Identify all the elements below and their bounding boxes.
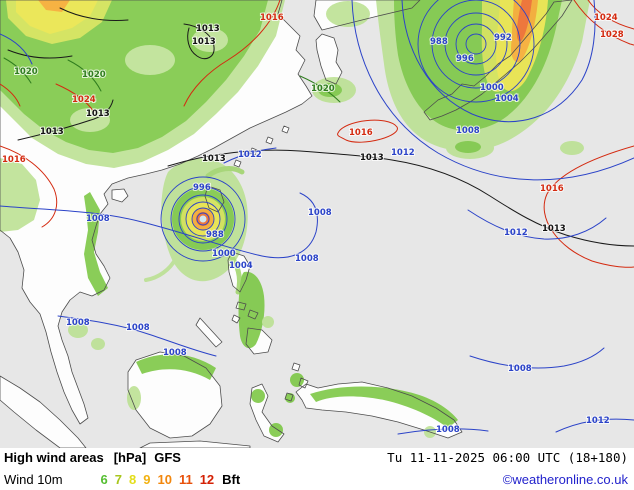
- pressure-label: 1013: [86, 109, 110, 119]
- bft-value-10: 10: [157, 472, 172, 487]
- pressure-label: 1008: [295, 254, 319, 264]
- pressure-label: 1012: [586, 416, 610, 426]
- pressure-label: 1008: [66, 318, 90, 328]
- pressure-label: 1008: [436, 425, 460, 435]
- pressure-label: 1016: [2, 155, 26, 165]
- model-label: GFS: [154, 450, 181, 465]
- timestamp: Tu 11-11-2025 06:00 UTC (18+180): [387, 450, 628, 465]
- wind-shading-layer: [0, 0, 590, 438]
- pressure-label: 1008: [508, 364, 532, 374]
- typhoon-pacific-rings: [417, 0, 535, 103]
- pressure-label: 1024: [72, 95, 96, 105]
- pressure-label: 1020: [82, 70, 106, 80]
- pressure-label: 1020: [311, 84, 335, 94]
- pressure-label: 988: [430, 37, 448, 47]
- pressure-label: 996: [456, 54, 474, 64]
- bft-value-12: 12: [199, 472, 215, 487]
- pressure-label: 1000: [480, 83, 504, 93]
- pressure-label: 1016: [349, 128, 373, 138]
- footer-right: Tu 11-11-2025 06:00 UTC (18+180) ©weathe…: [387, 450, 628, 490]
- map-area: 1013 1013 1013 1013 1013 1013 1013 1016 1016 1016…: [0, 0, 634, 448]
- map-svg: 1013 1013 1013 1013 1013 1013 1013 1016 1016 1016…: [0, 0, 634, 448]
- pressure-label: 988: [206, 230, 224, 240]
- pressure-label: 1013: [360, 153, 384, 163]
- map-footer: High wind areas [hPa] GFS Wind 10m 6 7 8 9 10 1…: [0, 448, 634, 490]
- bft-unit-label: Bft: [222, 472, 241, 487]
- pressure-label: 1008: [163, 348, 187, 358]
- legend-row: Wind 10m 6 7 8 9 10 11 12 Bft: [4, 472, 240, 487]
- bft-legend: 6 7 8 9 10 11 12: [101, 472, 215, 487]
- pressure-label: 1013: [202, 154, 226, 164]
- typhoon-taiwan-rings: [160, 176, 246, 262]
- pressure-label: 1013: [40, 127, 64, 137]
- map-title: High wind areas: [4, 450, 104, 465]
- bft-value-6: 6: [100, 472, 108, 487]
- isobar-layer: [0, 0, 634, 435]
- pressure-label: 1008: [308, 208, 332, 218]
- pressure-label: 1012: [391, 148, 415, 158]
- pressure-label: 1004: [495, 94, 519, 104]
- pressure-label: 1028: [600, 30, 624, 40]
- copyright-link[interactable]: ©weatheronline.co.uk: [502, 472, 628, 487]
- bft-value-11: 11: [178, 472, 193, 487]
- pressure-labels-layer: 1013 1013 1013 1013 1013 1013 1013 1016 1016 1016…: [1, 12, 625, 436]
- footer-left: High wind areas [hPa] GFS Wind 10m 6 7 8 9 10 1…: [4, 450, 240, 490]
- layer-label: Wind 10m: [4, 472, 63, 487]
- pressure-label: 1004: [229, 261, 253, 271]
- pressure-label: 996: [193, 183, 211, 193]
- pressure-label: 1013: [542, 224, 566, 234]
- pressure-label: 992: [494, 33, 512, 43]
- pressure-label: 1008: [126, 323, 150, 333]
- bft-value-9: 9: [143, 472, 151, 487]
- pressure-label: 1016: [260, 13, 284, 23]
- pressure-unit-label: [hPa]: [113, 450, 147, 465]
- pressure-label: 1016: [540, 184, 564, 194]
- pressure-label: 1013: [196, 24, 220, 34]
- pressure-label: 1000: [212, 249, 236, 259]
- pressure-label: 1008: [86, 214, 110, 224]
- pressure-label: 1012: [238, 150, 262, 160]
- pressure-label: 1013: [192, 37, 216, 47]
- map-title-row: High wind areas [hPa] GFS: [4, 450, 240, 465]
- bft-value-8: 8: [129, 472, 137, 487]
- bft-value-7: 7: [114, 472, 122, 487]
- pressure-label: 1024: [594, 13, 618, 23]
- pressure-label: 1008: [456, 126, 480, 136]
- pressure-label: 1012: [504, 228, 528, 238]
- pressure-label: 1020: [14, 67, 38, 77]
